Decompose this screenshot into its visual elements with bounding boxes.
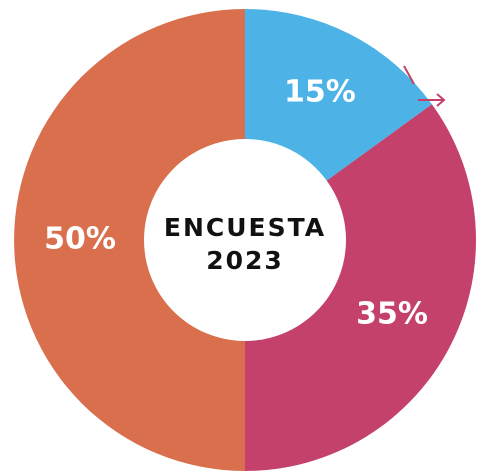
center-subtitle: 2023 — [206, 246, 284, 275]
slice-label: 15% — [284, 74, 356, 109]
slice-label: 50% — [44, 222, 116, 257]
slice-label: 35% — [356, 296, 428, 331]
center-title: ENCUESTA — [164, 213, 326, 242]
slices — [14, 9, 476, 471]
slice — [14, 9, 245, 471]
slice — [245, 104, 476, 471]
arrow-decoration — [403, 65, 446, 107]
slice — [245, 9, 432, 181]
